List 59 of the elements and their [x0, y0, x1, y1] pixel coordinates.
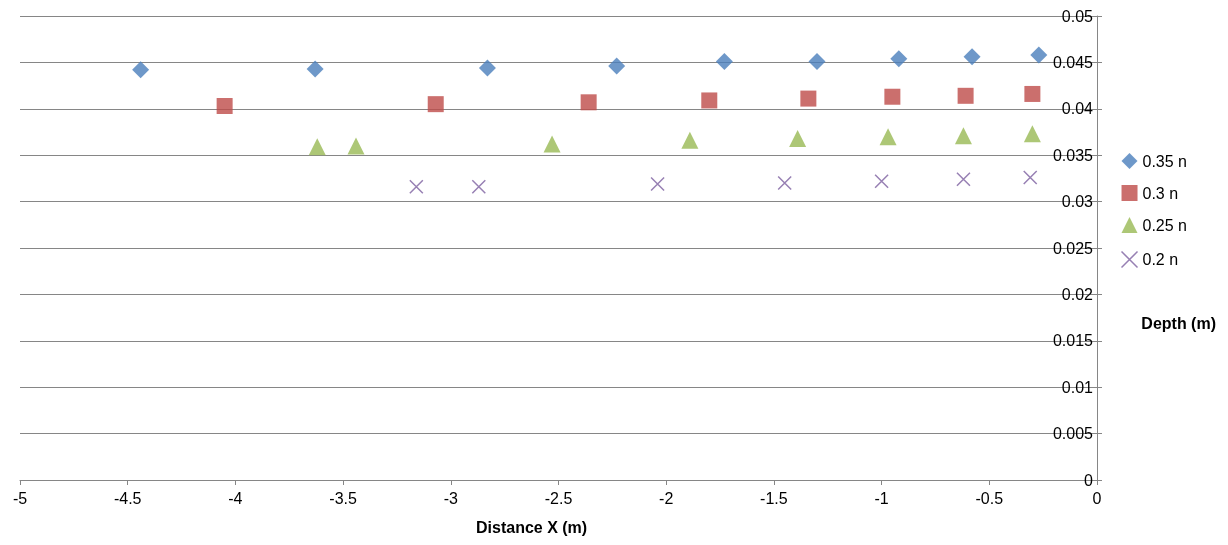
point [701, 92, 718, 109]
point [879, 128, 897, 146]
x-tick-label: -3.5 [329, 489, 357, 507]
x-tick-label: -2 [659, 489, 674, 507]
point [580, 94, 597, 111]
point [963, 48, 981, 66]
y-tick-label: 0.025 [1052, 239, 1094, 257]
x-tick-label: -1 [874, 489, 889, 507]
point [478, 59, 496, 77]
point [715, 52, 733, 70]
x-tick-label: -5 [12, 489, 28, 507]
y-tick-label: 0.03 [1061, 193, 1094, 211]
legend-label: 0.3 n [1142, 184, 1179, 202]
legend-label: 0.25 n [1142, 216, 1187, 234]
legend-label: 0.35 n [1142, 152, 1187, 170]
legend-label: 0.2 n [1142, 251, 1179, 268]
point [874, 173, 889, 189]
point [957, 87, 974, 104]
x-tick-label: -3 [443, 489, 459, 507]
y-tick-label: 0.015 [1052, 332, 1094, 350]
point [681, 131, 699, 149]
point [777, 175, 792, 191]
y-tick-label: 0.045 [1052, 53, 1094, 71]
point [808, 52, 826, 70]
point [409, 179, 424, 194]
point [1023, 125, 1041, 143]
point [306, 60, 324, 78]
point [956, 172, 971, 187]
y-tick-label: 0.01 [1061, 378, 1094, 396]
y-tick-label: 0.005 [1052, 425, 1094, 443]
x-tick-label: -4.5 [113, 489, 142, 507]
y-tick-label: 0.05 [1061, 7, 1094, 25]
point [884, 88, 901, 105]
x-tick-label: -1.5 [760, 489, 788, 507]
point [608, 57, 626, 75]
point [1022, 170, 1038, 185]
x-tick-label: -4 [228, 489, 243, 507]
point [308, 138, 326, 156]
point [132, 61, 150, 79]
y-tick-label: 0.035 [1052, 146, 1094, 164]
point [890, 50, 908, 68]
y-tick-label: 0 [1084, 471, 1094, 489]
point [216, 98, 233, 115]
x-tick-label: -0.5 [975, 489, 1004, 507]
y-axis-title: Depth (m) [1141, 314, 1216, 332]
point [800, 90, 817, 107]
x-tick-label: -2.5 [544, 489, 573, 507]
point [347, 137, 365, 155]
x-axis-title: Distance X (m) [476, 518, 588, 536]
point [1024, 85, 1041, 102]
point [427, 96, 444, 113]
point [1030, 46, 1048, 64]
point [650, 176, 665, 192]
y-tick-label: 0.02 [1061, 285, 1094, 303]
point [543, 135, 561, 153]
point [789, 130, 807, 147]
point [954, 127, 972, 145]
point [471, 179, 487, 194]
y-tick-label: 0.04 [1061, 100, 1094, 118]
